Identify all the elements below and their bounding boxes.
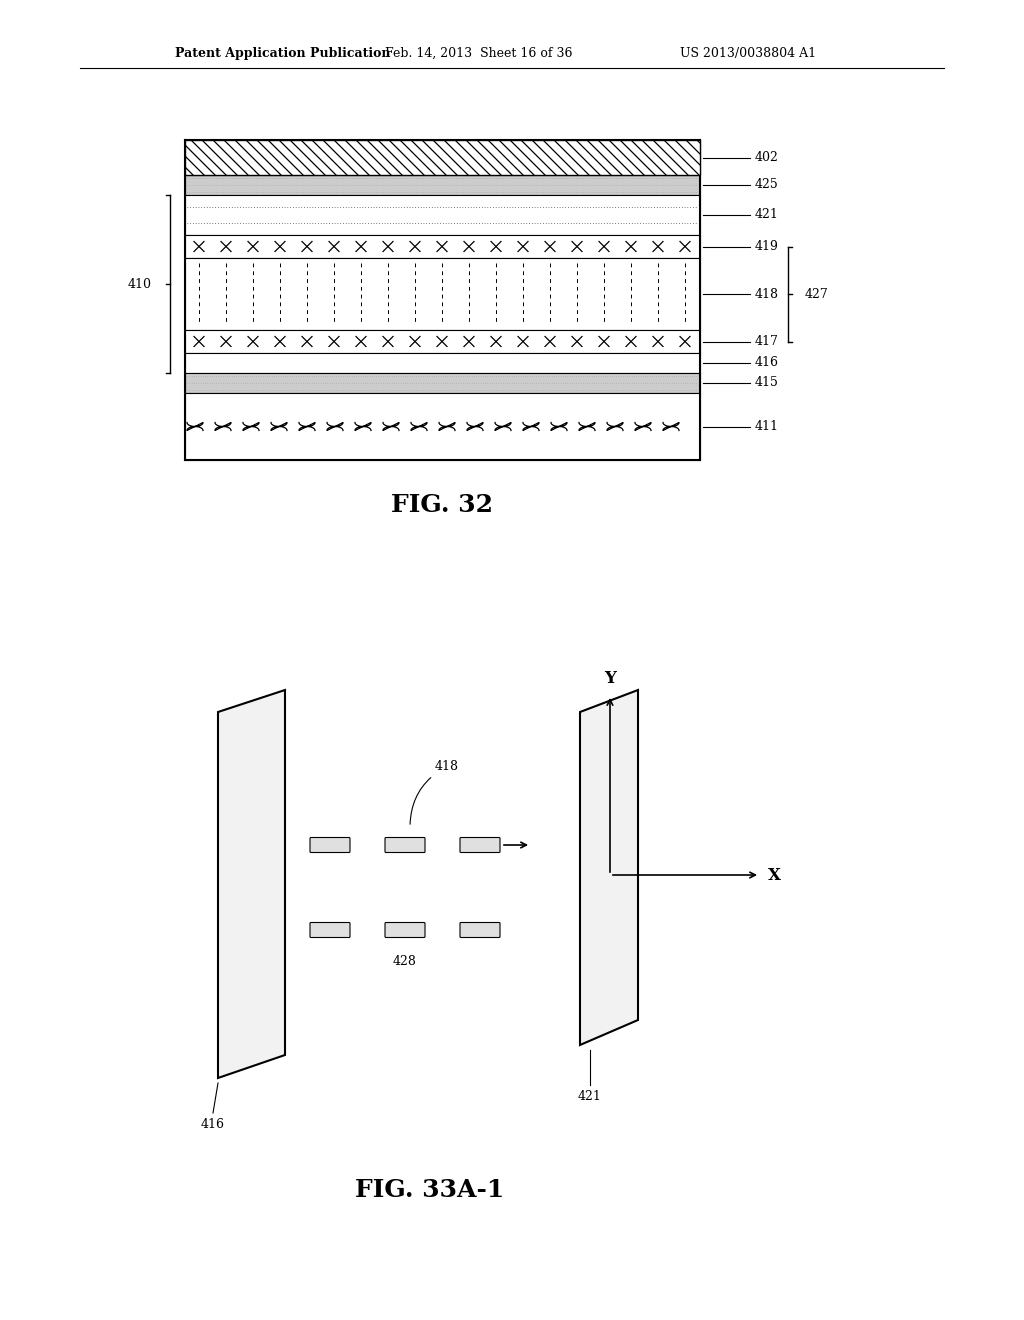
Text: 421: 421 [755,209,779,222]
Bar [185,330,700,352]
Bar [185,374,700,393]
Bar [185,176,700,195]
Text: 425: 425 [755,178,778,191]
Bar [185,257,700,330]
Text: 418: 418 [410,760,459,824]
FancyBboxPatch shape [385,837,425,853]
Text: 416: 416 [755,356,779,370]
FancyBboxPatch shape [460,837,500,853]
Text: X: X [768,866,781,883]
Text: Patent Application Publication: Patent Application Publication [175,46,390,59]
Text: US 2013/0038804 A1: US 2013/0038804 A1 [680,46,816,59]
FancyBboxPatch shape [460,923,500,937]
Bar [185,140,700,176]
Text: 418: 418 [755,288,779,301]
Text: 417: 417 [755,335,779,348]
Text: 402: 402 [755,150,779,164]
Text: 421: 421 [579,1090,602,1104]
Text: 419: 419 [755,240,779,253]
Polygon shape [218,690,285,1078]
Text: 428: 428 [393,954,417,968]
FancyBboxPatch shape [385,923,425,937]
FancyBboxPatch shape [310,923,350,937]
Text: 415: 415 [755,376,779,389]
Polygon shape [580,690,638,1045]
Bar [185,195,700,235]
Text: 410: 410 [128,277,152,290]
Text: 416: 416 [201,1118,225,1131]
Text: Feb. 14, 2013  Sheet 16 of 36: Feb. 14, 2013 Sheet 16 of 36 [385,46,572,59]
Bar [185,235,700,257]
Bar [185,352,700,374]
Text: FIG. 32: FIG. 32 [391,492,493,517]
Text: 411: 411 [755,420,779,433]
Text: 427: 427 [805,288,828,301]
Bar [185,393,700,459]
Text: FIG. 33A-1: FIG. 33A-1 [355,1177,505,1203]
FancyBboxPatch shape [310,837,350,853]
Text: Y: Y [604,671,616,686]
